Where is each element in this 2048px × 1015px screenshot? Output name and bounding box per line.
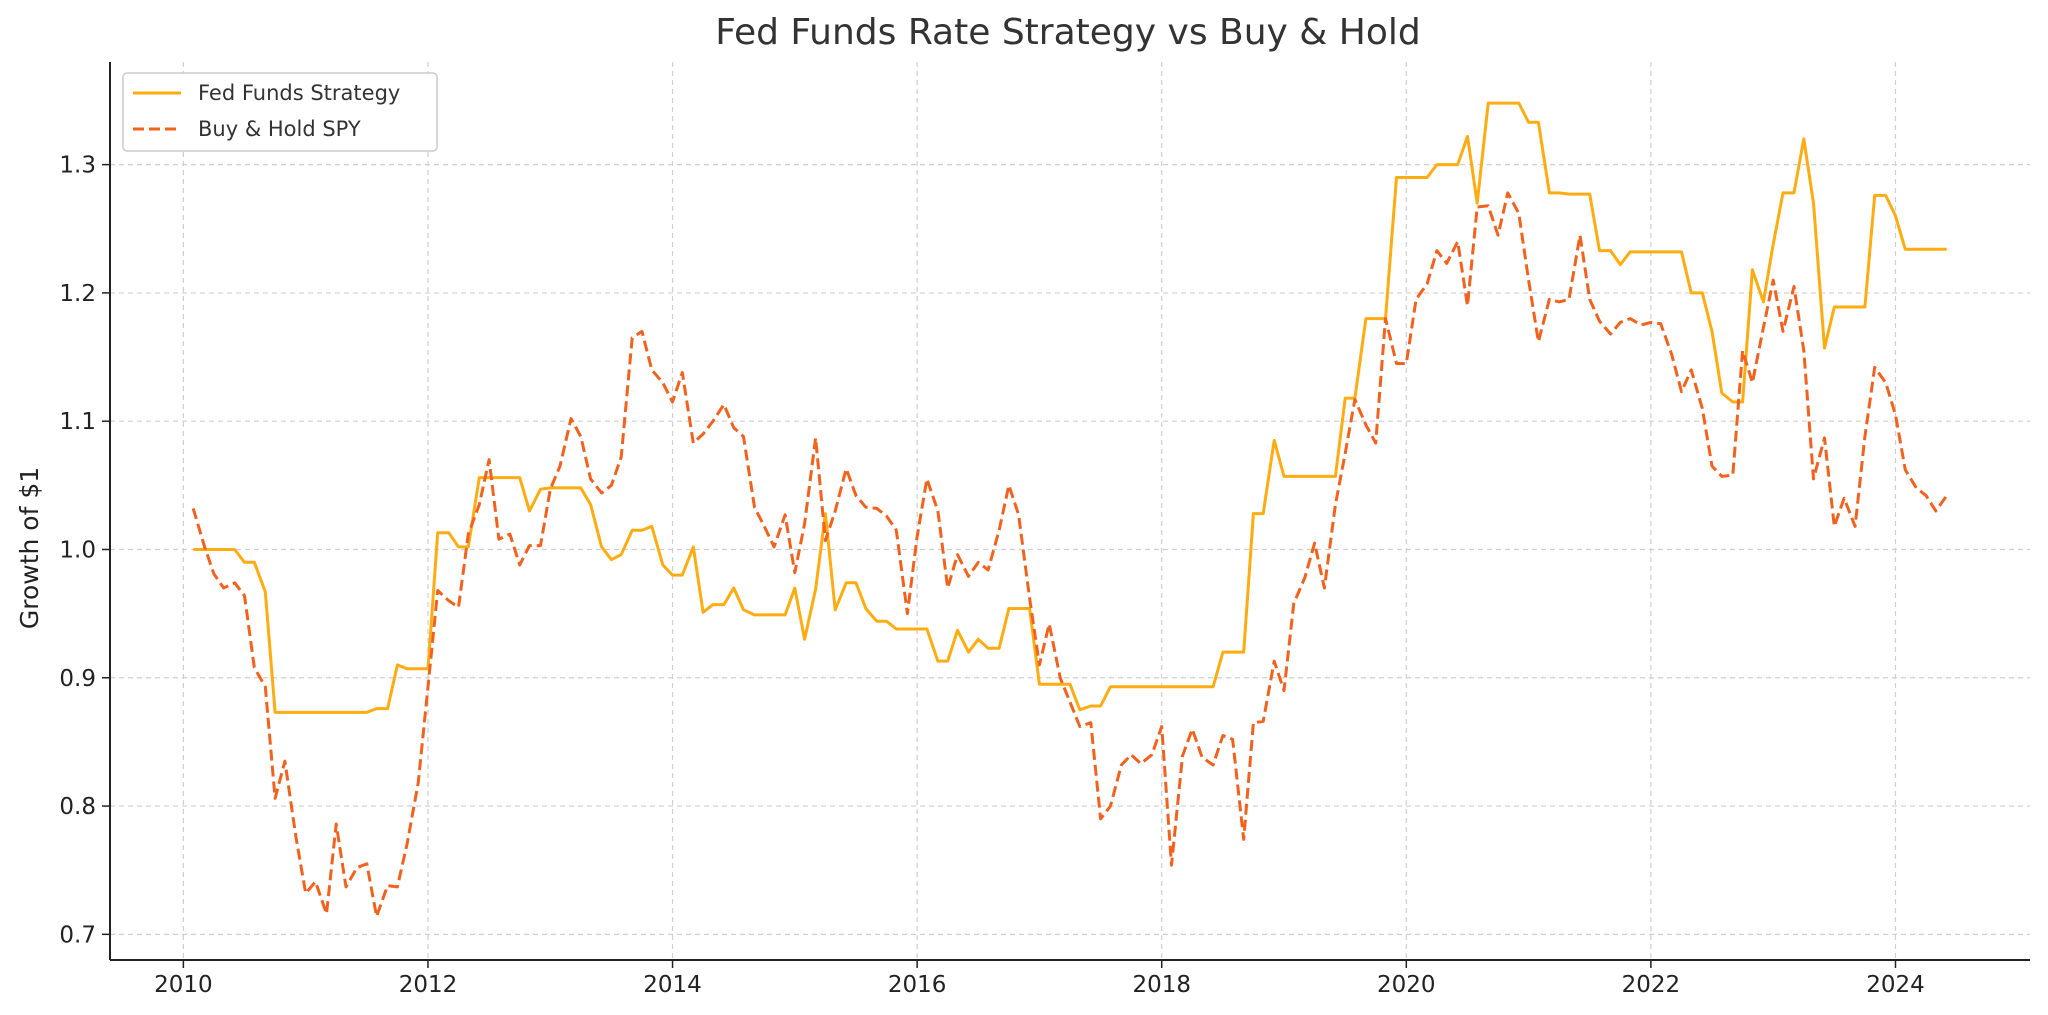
y-tick-label: 0.8 xyxy=(59,794,96,820)
chart-title: Fed Funds Rate Strategy vs Buy & Hold xyxy=(715,12,1421,53)
axes: 2010 2012 2014 2016 2018 2020 2022 2024 0.7 0.8 0.… xyxy=(59,62,2030,998)
x-tick-label: 2024 xyxy=(1866,972,1925,998)
x-tick-label: 2020 xyxy=(1377,972,1436,998)
x-tick-label: 2018 xyxy=(1132,972,1191,998)
x-tick-label: 2010 xyxy=(154,972,213,998)
legend-label-fed-funds: Fed Funds Strategy xyxy=(198,81,400,105)
series-line-fed-funds-strategy xyxy=(193,101,1947,714)
y-tick-label: 1.2 xyxy=(59,281,96,307)
y-tick-label: 1.0 xyxy=(59,537,96,563)
legend-label-buy-hold: Buy & Hold SPY xyxy=(198,117,361,141)
y-axis-label: Growth of $1 xyxy=(15,467,44,629)
y-tick-label: 1.3 xyxy=(59,153,96,179)
y-tick-label: 1.1 xyxy=(59,409,96,435)
x-tick-label: 2014 xyxy=(643,972,702,998)
legend-box xyxy=(122,72,438,152)
series-layer xyxy=(191,101,1949,918)
series-line-buy-hold-spy xyxy=(191,191,1949,918)
y-tick-label: 0.9 xyxy=(59,666,96,692)
grid xyxy=(110,62,2030,960)
y-tick-label: 0.7 xyxy=(59,922,96,948)
legend: Fed Funds Strategy Buy & Hold SPY xyxy=(122,72,438,152)
x-tick-label: 2012 xyxy=(399,972,458,998)
x-tick-label: 2016 xyxy=(888,972,947,998)
x-tick-label: 2022 xyxy=(1622,972,1681,998)
